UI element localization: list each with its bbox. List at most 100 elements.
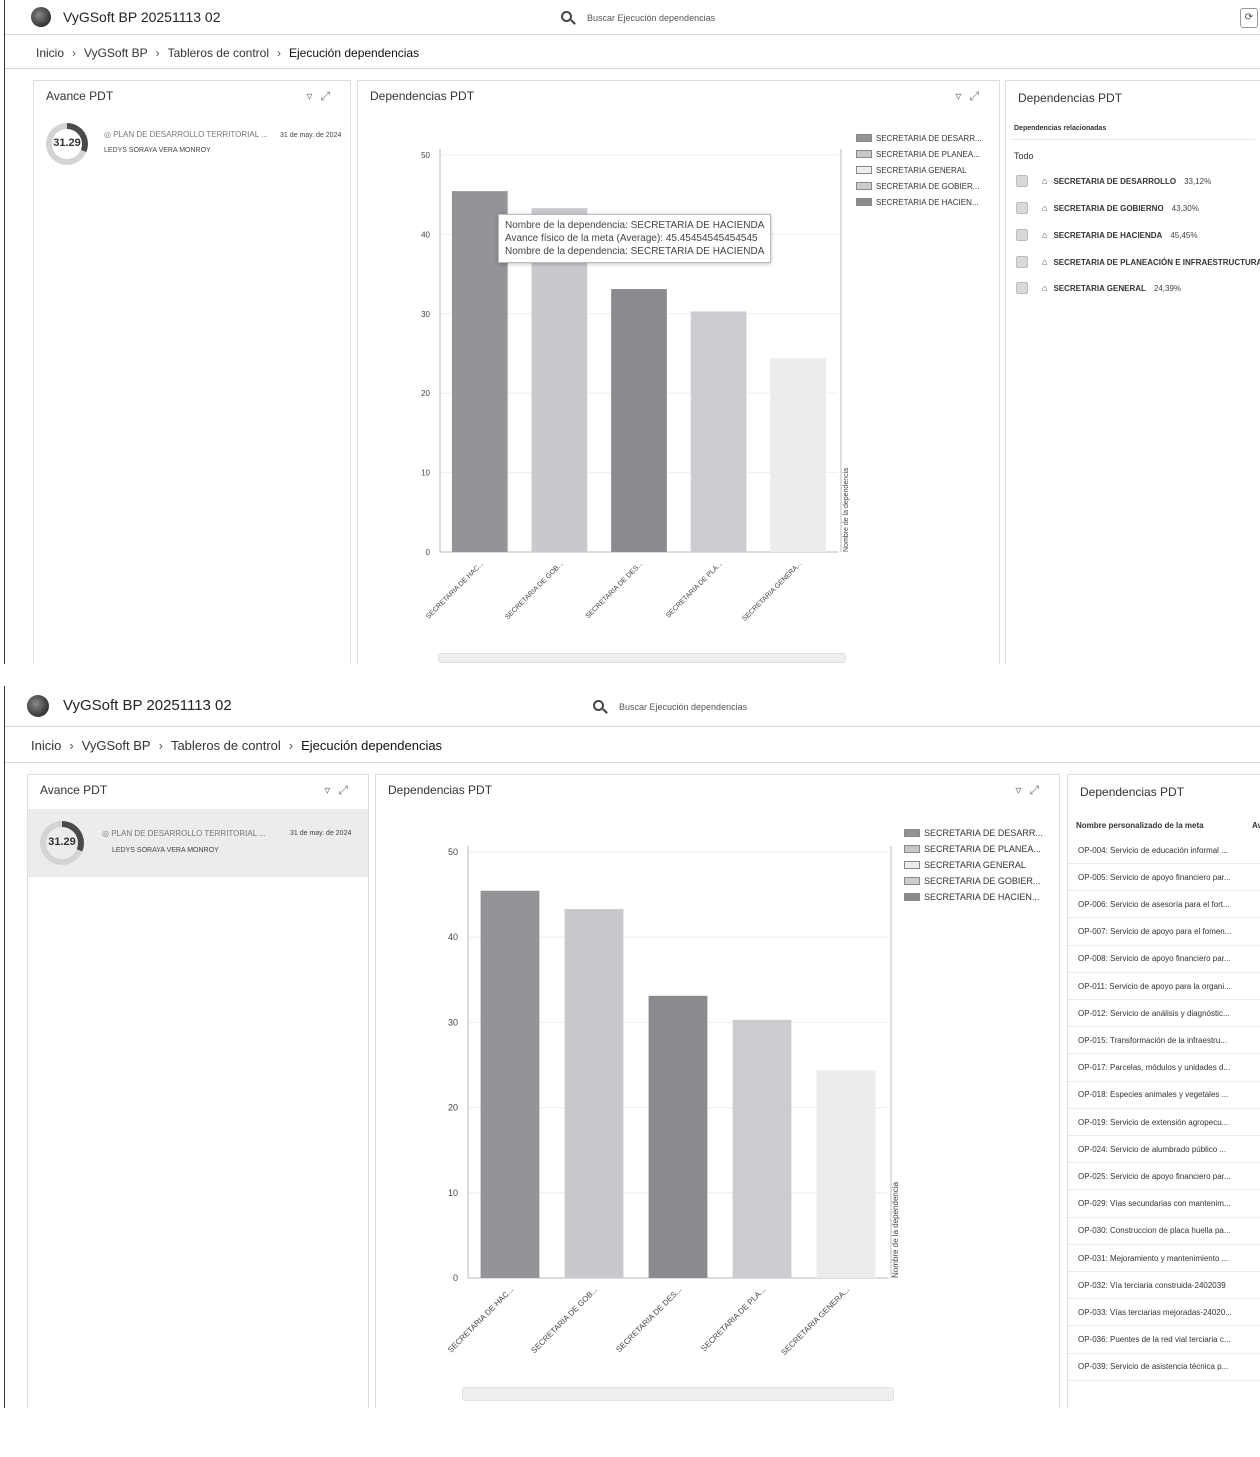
y-axis-title: Nombre de la dependencia [843,468,850,552]
panel-tools: ▿⤢ [955,89,987,104]
dependencia-item[interactable]: ⌂ SECRETARIA GENERAL 24,39% [1016,280,1181,296]
tooltip-line: Nombre de la dependencia: SECRETARIA DE … [505,220,765,231]
expand-icon[interactable]: ⤢ [338,783,356,797]
meta-row[interactable]: OP-032: Vía terciaria construida-2402039 [1068,1272,1260,1300]
legend-swatch [856,134,872,142]
search-input[interactable]: Buscar Ejecución dependencias [593,697,969,717]
legend-label: SECRETARIA DE DESARR... [924,828,1043,838]
legend-item[interactable]: SECRETARIA DE PLANEA... [904,841,1043,857]
bar [690,311,747,552]
meta-row[interactable]: OP-030: Construccion de placa huella pa.… [1068,1218,1260,1245]
meta-row[interactable]: OP-017: Parcelas, módulos y unidades d..… [1068,1055,1260,1082]
legend-swatch [856,198,872,206]
breadcrumb-dashboards[interactable]: Tableros de control [170,738,281,753]
meta-row[interactable]: OP-004: Servicio de educación informal .… [1068,837,1260,864]
all-filter[interactable]: Todo [1014,151,1034,161]
meta-row[interactable]: OP-025: Servicio de apoyo financiero par… [1068,1163,1260,1191]
meta-row[interactable]: OP-005: Servicio de apoyo financiero par… [1068,864,1260,892]
bar [531,208,588,552]
refresh-icon: ⟳ [1244,12,1254,23]
dependencia-logo [1016,256,1028,268]
bar-chart: 0 10 20 30 40 50 SECRETARIA DE HAC... SECRETARI… [421,149,850,623]
legend-item[interactable]: SECRETARIA DE GOBIER... [904,873,1043,889]
legend-swatch [904,877,920,885]
dependencia-item[interactable]: ⌂ SECRETARIA DE GOBIERNO 43,30% [1016,200,1199,216]
y-tick-label: 10 [448,1188,458,1198]
dependencia-item[interactable]: ⌂ SECRETARIA DE PLANEACIÓN E INFRAESTRUCT… [1016,254,1260,270]
panel-tools: ▿⤢ [306,89,338,104]
breadcrumb-home[interactable]: Inicio [36,46,65,60]
breadcrumb-app[interactable]: VyGSoft BP [81,738,151,753]
legend-swatch [904,893,920,901]
dependencia-logo [1016,229,1028,241]
filter-icon[interactable]: ▿ [1015,783,1030,797]
breadcrumb-home[interactable]: Inicio [31,738,62,753]
meta-row[interactable]: OP-008: Servicio de apoyo financiero par… [1068,946,1260,973]
legend-item[interactable]: SECRETARIA DE DESARR... [904,825,1043,841]
search-icon [593,700,607,714]
meta-row[interactable]: OP-015: Transformación de la infraestru.… [1068,1027,1260,1055]
expand-icon[interactable]: ⤢ [969,89,987,103]
filter-icon[interactable]: ▿ [306,89,321,103]
app-title: VyGSoft BP 20251113 02 [63,697,232,714]
plan-date: 31 de may. de 2024 [280,132,342,139]
y-tick-label: 50 [448,847,458,857]
meta-row[interactable]: OP-007: Servicio de apoyo para el fomen.… [1068,919,1260,946]
y-tick-label: 10 [421,469,430,478]
breadcrumb-app[interactable]: VyGSoft BP [84,46,148,60]
meta-row[interactable]: OP-018: Especies animales y vegetales ..… [1068,1082,1260,1109]
chevron-right-icon: › [158,738,163,753]
search-input[interactable]: Buscar Ejecución dependencias [561,9,911,27]
expand-icon[interactable]: ⤢ [1029,783,1047,797]
app-logo [27,695,49,717]
horizontal-scrollbar[interactable] [438,653,846,663]
meta-row[interactable]: OP-033: Vías terciarias mejoradas-24020.… [1068,1299,1260,1327]
chart-title: Dependencias PDT [388,783,493,797]
meta-row[interactable]: OP-029: Vías secundarias con mantenim... [1068,1191,1260,1218]
meta-row[interactable]: OP-036: Puentes de la red vial terciaria… [1068,1327,1260,1354]
legend-item[interactable]: SECRETARIA GENERAL [904,857,1043,873]
bank-icon: ⌂ [1042,283,1048,293]
column-header-meta[interactable]: Nombre personalizado de la meta [1076,821,1204,830]
meta-row[interactable]: OP-039: Servicio de asistencia técnica p… [1068,1354,1260,1381]
avance-title: Avance PDT [40,783,108,797]
breadcrumb: Inicio › VyGSoft BP › Tableros de contro… [31,738,442,753]
meta-row[interactable]: OP-011: Servicio de apoyo para la organi… [1068,973,1260,1000]
legend-item[interactable]: SECRETARIA GENERAL [856,162,982,178]
legend-label: SECRETARIA DE GOBIER... [876,181,980,191]
meta-row[interactable]: OP-006: Servicio de asesoría para el for… [1068,891,1260,919]
bank-icon: ⌂ [1042,257,1048,267]
legend-label: SECRETARIA GENERAL [924,860,1026,870]
y-tick-label: 30 [421,310,430,319]
plan-person: LEDYS SORAYA VERA MONROY [104,147,211,154]
top-bar: VyGSoft BP 20251113 02 Buscar Ejecución … [5,0,1260,34]
meta-row[interactable]: OP-012: Servicio de análisis y diagnósti… [1068,1000,1260,1028]
expand-icon[interactable]: ⤢ [320,89,338,103]
meta-row[interactable]: OP-019: Servicio de extensión agropecu..… [1068,1109,1260,1136]
filter-icon[interactable]: ▿ [955,89,970,103]
legend-item[interactable]: SECRETARIA DE HACIEN... [856,194,982,210]
legend-item[interactable]: SECRETARIA DE HACIEN... [904,889,1043,905]
legend-item[interactable]: SECRETARIA DE GOBIER... [856,178,982,194]
legend-item[interactable]: SECRETARIA DE DESARR... [856,130,982,146]
breadcrumb-dashboards[interactable]: Tableros de control [167,46,269,60]
legend-item[interactable]: SECRETARIA DE PLANEA... [856,146,982,162]
legend-swatch [856,150,872,158]
dependencia-item[interactable]: ⌂ SECRETARIA DE DESARROLLO 33,12% [1016,173,1211,189]
top-bar: VyGSoft BP 20251113 02 Buscar Ejecución … [5,686,1260,726]
avance-item[interactable]: 31.29 ◎ PLAN DE DESARROLLO TERRITORIAL .… [34,117,350,177]
breadcrumb: Inicio › VyGSoft BP › Tableros de contro… [36,46,419,60]
y-tick-label: 0 [426,548,431,557]
metas-panel: Dependencias PDT Nombre personalizado de… [1067,774,1260,1408]
chart-legend: SECRETARIA DE DESARR... SECRETARIA DE PLA… [856,130,982,210]
column-header-avance[interactable]: Av [1252,821,1260,830]
meta-row[interactable]: OP-031: Mejoramiento y mantenimiento ... [1068,1245,1260,1272]
refresh-button[interactable]: ⟳ [1240,8,1258,28]
avance-item[interactable]: 31.29 ◎ PLAN DE DESARROLLO TERRITORIAL .… [28,809,368,877]
meta-row[interactable]: OP-024: Servicio de alumbrado público ..… [1068,1136,1260,1164]
plan-name: ◎ PLAN DE DESARROLLO TERRITORIAL ... [104,130,268,139]
horizontal-scrollbar[interactable] [462,1387,894,1401]
dependencias-title: Dependencias PDT [1018,91,1123,105]
filter-icon[interactable]: ▿ [324,783,339,797]
dependencia-item[interactable]: ⌂ SECRETARIA DE HACIENDA 45,45% [1016,227,1197,243]
